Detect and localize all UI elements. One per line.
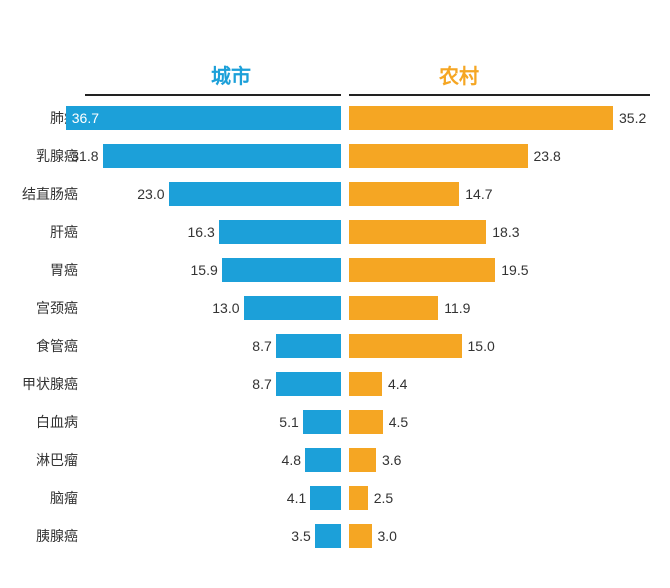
right-series-header: 农村 <box>429 60 489 89</box>
bar-right <box>349 334 462 358</box>
value-right: 2.5 <box>374 484 414 512</box>
category-label: 胃癌 <box>0 256 78 284</box>
value-right: 19.5 <box>501 256 541 284</box>
value-left: 8.7 <box>232 332 272 360</box>
bar-right <box>349 144 528 168</box>
category-label: 淋巴瘤 <box>0 446 78 474</box>
value-left: 16.3 <box>175 218 215 246</box>
value-right: 3.6 <box>382 446 422 474</box>
bar-right <box>349 410 383 434</box>
value-right: 35.2 <box>619 104 659 132</box>
category-label: 食管癌 <box>0 332 78 360</box>
bar-right <box>349 448 376 472</box>
value-right: 4.4 <box>388 370 428 398</box>
chart-row: 结直肠癌 23.0 14.7 <box>0 180 670 208</box>
bar-right <box>349 106 613 130</box>
bar-right <box>349 258 495 282</box>
chart-row: 脑瘤 4.1 2.5 <box>0 484 670 512</box>
value-right: 11.9 <box>444 294 484 322</box>
value-left: 4.8 <box>261 446 301 474</box>
category-label: 结直肠癌 <box>0 180 78 208</box>
value-right: 15.0 <box>468 332 508 360</box>
value-left: 5.1 <box>259 408 299 436</box>
chart-row: 胰腺癌 3.5 3.0 <box>0 522 670 550</box>
bar-left <box>310 486 341 510</box>
category-label: 胰腺癌 <box>0 522 78 550</box>
bar-left <box>103 144 342 168</box>
chart-row: 乳腺癌31.823.8 <box>0 142 670 170</box>
value-left: 8.7 <box>232 370 272 398</box>
value-left: 23.0 <box>125 180 165 208</box>
chart-row: 食管癌 8.7 15.0 <box>0 332 670 360</box>
category-label: 甲状腺癌 <box>0 370 78 398</box>
bar-left <box>244 296 342 320</box>
chart-row: 胃癌 15.9 19.5 <box>0 256 670 284</box>
value-left: 36.7 <box>72 104 112 132</box>
value-right: 23.8 <box>534 142 574 170</box>
axis-line-left <box>85 94 341 96</box>
bar-right <box>349 182 459 206</box>
bar-left <box>276 334 341 358</box>
bar-left <box>305 448 341 472</box>
bar-right <box>349 296 438 320</box>
value-right: 14.7 <box>465 180 505 208</box>
diverging-bar-chart: 城市 农村 肺癌36.735.2乳腺癌31.823.8结直肠癌23.014.7肝… <box>0 0 670 588</box>
value-left: 3.5 <box>271 522 311 550</box>
value-left: 31.8 <box>59 142 99 170</box>
bar-right <box>349 372 382 396</box>
bar-left <box>315 524 341 548</box>
value-left: 4.1 <box>266 484 306 512</box>
chart-row: 淋巴瘤 4.8 3.6 <box>0 446 670 474</box>
chart-row: 肺癌36.735.2 <box>0 104 670 132</box>
category-label: 脑瘤 <box>0 484 78 512</box>
bar-left <box>169 182 342 206</box>
chart-row: 宫颈癌 13.0 11.9 <box>0 294 670 322</box>
category-label: 宫颈癌 <box>0 294 78 322</box>
bar-left <box>303 410 341 434</box>
chart-row: 甲状腺癌 8.7 4.4 <box>0 370 670 398</box>
bar-left <box>219 220 341 244</box>
value-left: 13.0 <box>200 294 240 322</box>
value-right: 3.0 <box>378 522 418 550</box>
bar-left <box>222 258 341 282</box>
value-left: 15.9 <box>178 256 218 284</box>
value-right: 4.5 <box>389 408 429 436</box>
axis-line-right <box>349 94 650 96</box>
value-right: 18.3 <box>492 218 532 246</box>
bar-left <box>276 372 341 396</box>
chart-row: 白血病 5.1 4.5 <box>0 408 670 436</box>
chart-row: 肝癌 16.3 18.3 <box>0 218 670 246</box>
bar-right <box>349 486 368 510</box>
left-series-header: 城市 <box>201 60 261 89</box>
bar-right <box>349 524 372 548</box>
bar-right <box>349 220 486 244</box>
category-label: 白血病 <box>0 408 78 436</box>
category-label: 肝癌 <box>0 218 78 246</box>
